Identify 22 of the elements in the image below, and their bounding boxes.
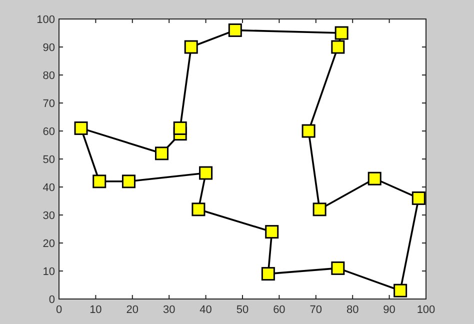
y-tick-label: 90 (42, 42, 55, 54)
y-tick-label: 100 (36, 14, 55, 26)
y-tick-label: 80 (42, 70, 55, 82)
y-tick-label: 40 (42, 182, 55, 194)
y-tick-label: 30 (42, 210, 55, 222)
x-tick-label: 20 (126, 304, 139, 316)
x-tick-label: 70 (310, 304, 322, 316)
x-tick-label: 100 (416, 304, 436, 316)
y-tick-label: 0 (48, 294, 55, 306)
y-tick-label: 70 (42, 98, 55, 110)
x-tick-label: 40 (200, 304, 212, 316)
y-tick-label: 10 (42, 266, 55, 278)
x-tick-label: 50 (236, 304, 249, 316)
x-tick-label: 0 (56, 304, 62, 316)
x-tick-label: 60 (273, 304, 286, 316)
x-tick-label: 30 (162, 304, 176, 316)
y-tick-label: 20 (42, 238, 55, 250)
y-tick-label: 60 (42, 126, 55, 138)
x-tick-label: 80 (346, 304, 359, 316)
y-tick-label: 50 (42, 154, 55, 166)
x-tick-label: 10 (90, 304, 102, 316)
x-tick-label: 90 (383, 304, 396, 316)
